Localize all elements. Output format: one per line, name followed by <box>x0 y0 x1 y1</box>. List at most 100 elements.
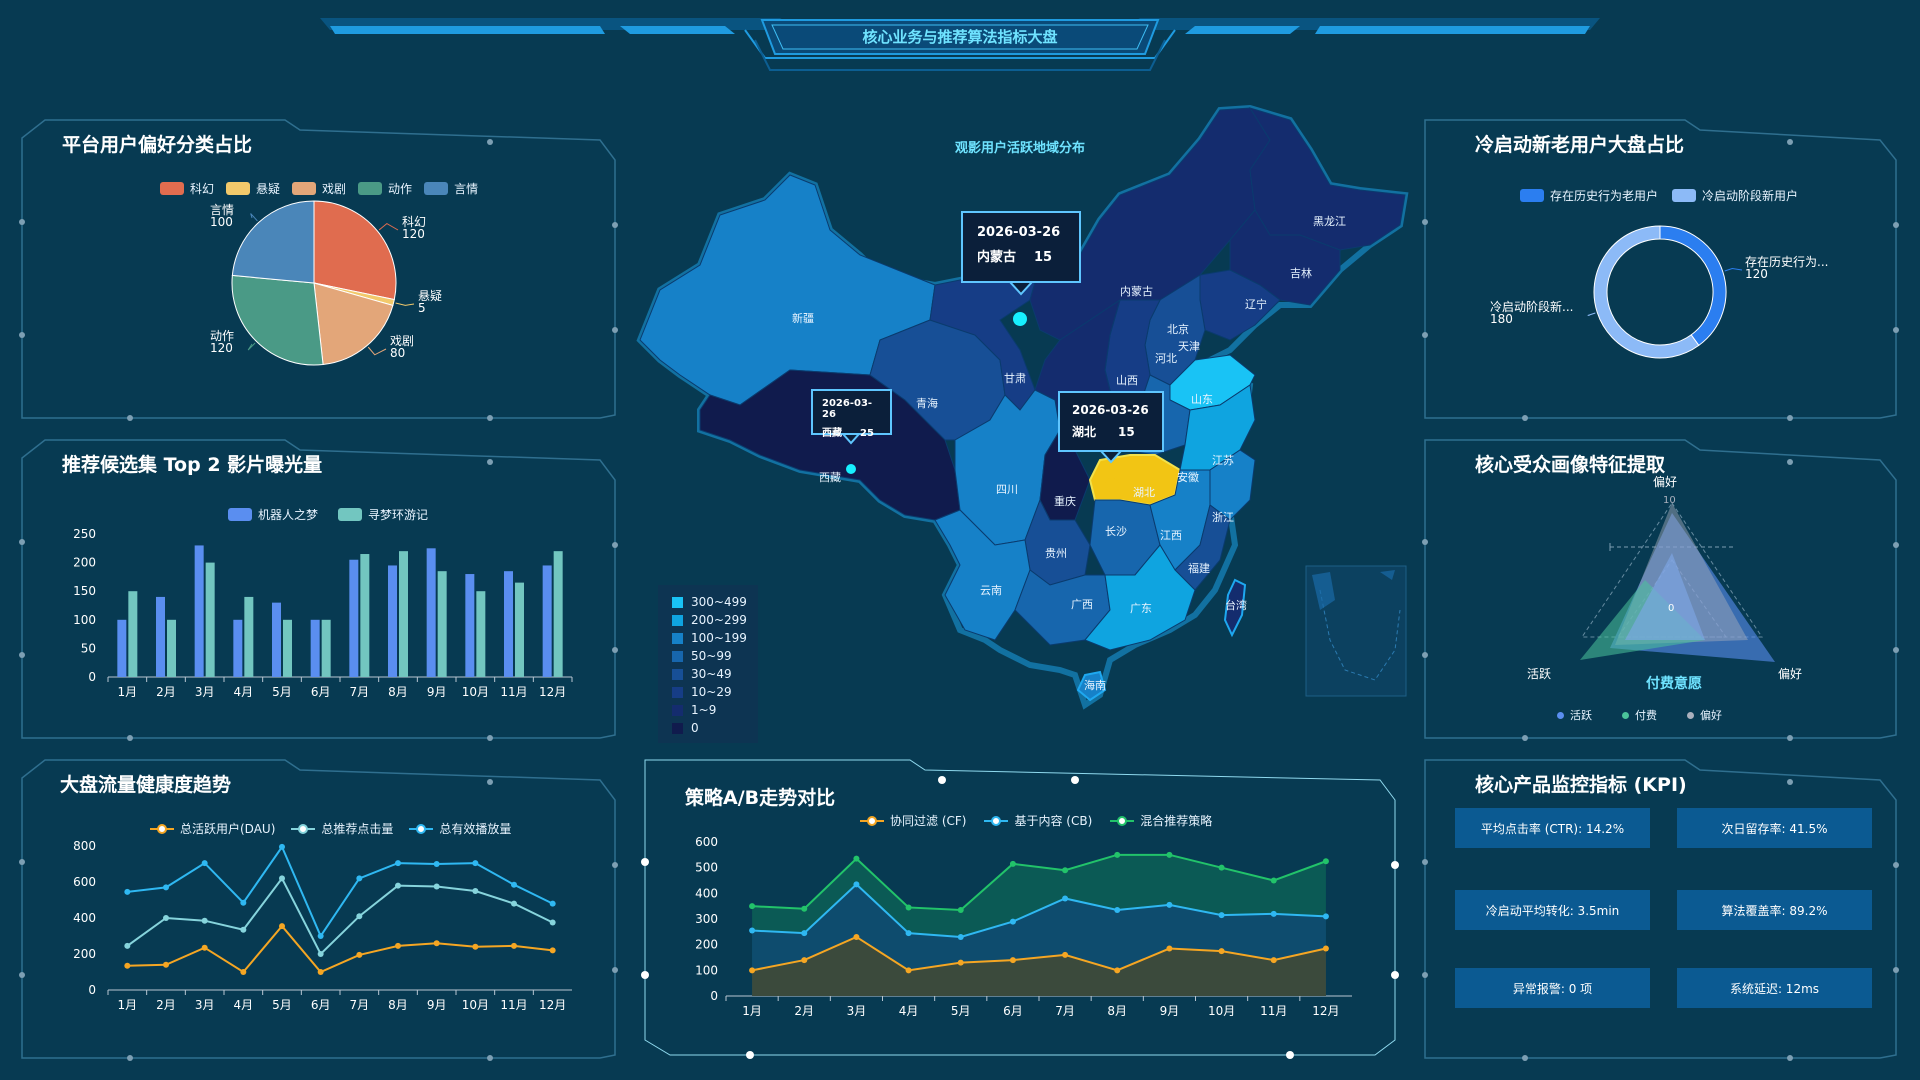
line-point <box>356 913 363 920</box>
area-point <box>1270 877 1277 884</box>
legend-item[interactable]: 悬疑 <box>226 180 280 197</box>
area-panel-title: 策略A/B走势对比 <box>685 787 836 809</box>
line-point <box>395 942 401 949</box>
area-fill <box>752 936 1326 996</box>
pie-leader <box>247 342 256 351</box>
legend-swatch <box>409 823 434 835</box>
legend-item[interactable]: 冷启动阶段新用户 <box>1672 187 1798 204</box>
kpi-alerts: 异常报警: 0 项 <box>1455 968 1650 1008</box>
line-point <box>317 933 324 939</box>
bar <box>553 551 563 677</box>
y-tick-label: 0 <box>88 983 96 997</box>
prov-label: 台湾 <box>1225 598 1247 612</box>
map-legend-item[interactable]: 0 <box>658 719 758 737</box>
y-tick-label: 300 <box>695 912 718 926</box>
donut-value: 120 <box>1745 267 1768 281</box>
bar <box>205 562 215 677</box>
area-point <box>1218 912 1225 919</box>
legend-item[interactable]: 偏好 <box>1687 707 1722 723</box>
legend-label: 协同过滤 (CF) <box>890 814 967 828</box>
legend-item[interactable]: 混合推荐策略 <box>1110 812 1212 829</box>
bar <box>244 596 254 677</box>
line-point <box>201 860 208 867</box>
x-tick-label: 10月 <box>462 998 489 1012</box>
area-point <box>1166 851 1173 858</box>
legend-item[interactable]: 机器人之梦 <box>228 506 318 523</box>
map-legend-item[interactable]: 200~299 <box>658 611 758 629</box>
area-point <box>853 881 860 888</box>
y-tick-label: 250 <box>73 527 96 541</box>
x-tick-label: 6月 <box>311 998 331 1012</box>
bar <box>283 619 292 677</box>
area-series <box>752 882 1326 938</box>
donut-leader <box>1724 268 1743 272</box>
legend-item[interactable]: 动作 <box>358 180 412 197</box>
map-legend-label: 10~29 <box>691 685 732 699</box>
donut-value: 180 <box>1490 312 1513 326</box>
area-point <box>1009 957 1016 964</box>
donut-slice <box>1593 225 1700 359</box>
prov-label: 江苏 <box>1212 454 1234 467</box>
area-point <box>1270 910 1277 917</box>
map-legend-item[interactable]: 30~49 <box>658 665 758 683</box>
radar-axis-label: 付费意愿 <box>1646 675 1702 692</box>
kpi-retention: 次日留存率: 41.5% <box>1677 808 1872 848</box>
line-point <box>317 969 324 975</box>
map-legend-item[interactable]: 10~29 <box>658 683 758 701</box>
legend-item[interactable]: 付费 <box>1622 707 1657 723</box>
prov-label: 重庆 <box>1054 494 1076 508</box>
legend-item[interactable]: 总推荐点击量 <box>291 820 393 837</box>
area-point <box>853 855 860 862</box>
map-legend-item[interactable]: 50~99 <box>658 647 758 665</box>
map-legend-swatch <box>672 704 683 716</box>
area-point <box>1062 867 1069 874</box>
prov-label: 西藏 <box>819 471 841 484</box>
prov-label: 山西 <box>1116 374 1138 387</box>
legend-item[interactable]: 戏剧 <box>292 180 346 197</box>
legend-item[interactable]: 活跃 <box>1557 707 1592 723</box>
y-tick-label: 200 <box>73 556 96 570</box>
area-series <box>752 853 1327 912</box>
bar <box>476 591 486 677</box>
x-tick-label: 1月 <box>118 998 138 1012</box>
legend-item[interactable]: 科幻 <box>160 180 214 197</box>
prov-label: 江西 <box>1160 529 1182 542</box>
legend-item[interactable]: 存在历史行为老用户 <box>1520 187 1658 204</box>
map-legend-label: 100~199 <box>691 631 747 645</box>
legend-item[interactable]: 协同过滤 (CF) <box>860 812 966 829</box>
legend-item[interactable]: 寻梦环游记 <box>338 506 428 523</box>
bar <box>515 582 524 677</box>
legend-item[interactable]: 基于内容 (CB) <box>984 812 1092 829</box>
x-tick-label: 11月 <box>500 685 527 699</box>
prov-label: 河北 <box>1155 352 1177 365</box>
header-frame <box>320 18 1600 71</box>
bar <box>167 619 176 677</box>
map-legend-item[interactable]: 1~9 <box>658 701 758 719</box>
prov-label: 青海 <box>916 396 938 410</box>
pie-legend: 科幻 悬疑 戏剧 动作 言情 <box>160 180 478 197</box>
legend-swatch <box>1622 711 1629 719</box>
kpi-ctr: 平均点击率 (CTR): 14.2% <box>1455 808 1650 848</box>
bar <box>388 565 397 677</box>
line-point <box>163 915 169 921</box>
legend-item[interactable]: 总活跃用户(DAU) <box>150 820 275 837</box>
pie-value: 80 <box>390 346 405 360</box>
y-tick-label: 0 <box>710 989 718 1003</box>
legend-swatch <box>338 508 363 521</box>
kpi-latency: 系统延迟: 12ms <box>1677 968 1872 1008</box>
map-legend-item[interactable]: 100~199 <box>658 629 758 647</box>
legend-swatch <box>1687 711 1694 719</box>
prov-label: 北京 <box>1167 322 1189 336</box>
legend-item[interactable]: 总有效播放量 <box>409 820 511 837</box>
line-point <box>240 969 247 975</box>
pie-value: 120 <box>210 341 233 355</box>
area-point <box>1166 901 1173 908</box>
legend-item[interactable]: 言情 <box>424 180 478 197</box>
line-point <box>240 926 247 933</box>
map-legend-item[interactable]: 300~499 <box>658 593 758 611</box>
bar <box>310 619 320 677</box>
line-point <box>201 944 208 951</box>
line-legend: 总活跃用户(DAU) 总推荐点击量 总有效播放量 <box>150 820 511 837</box>
line-point <box>356 951 363 958</box>
radar-chart: 偏好 10 0 偏好 付费意愿 活跃 <box>1527 474 1802 692</box>
